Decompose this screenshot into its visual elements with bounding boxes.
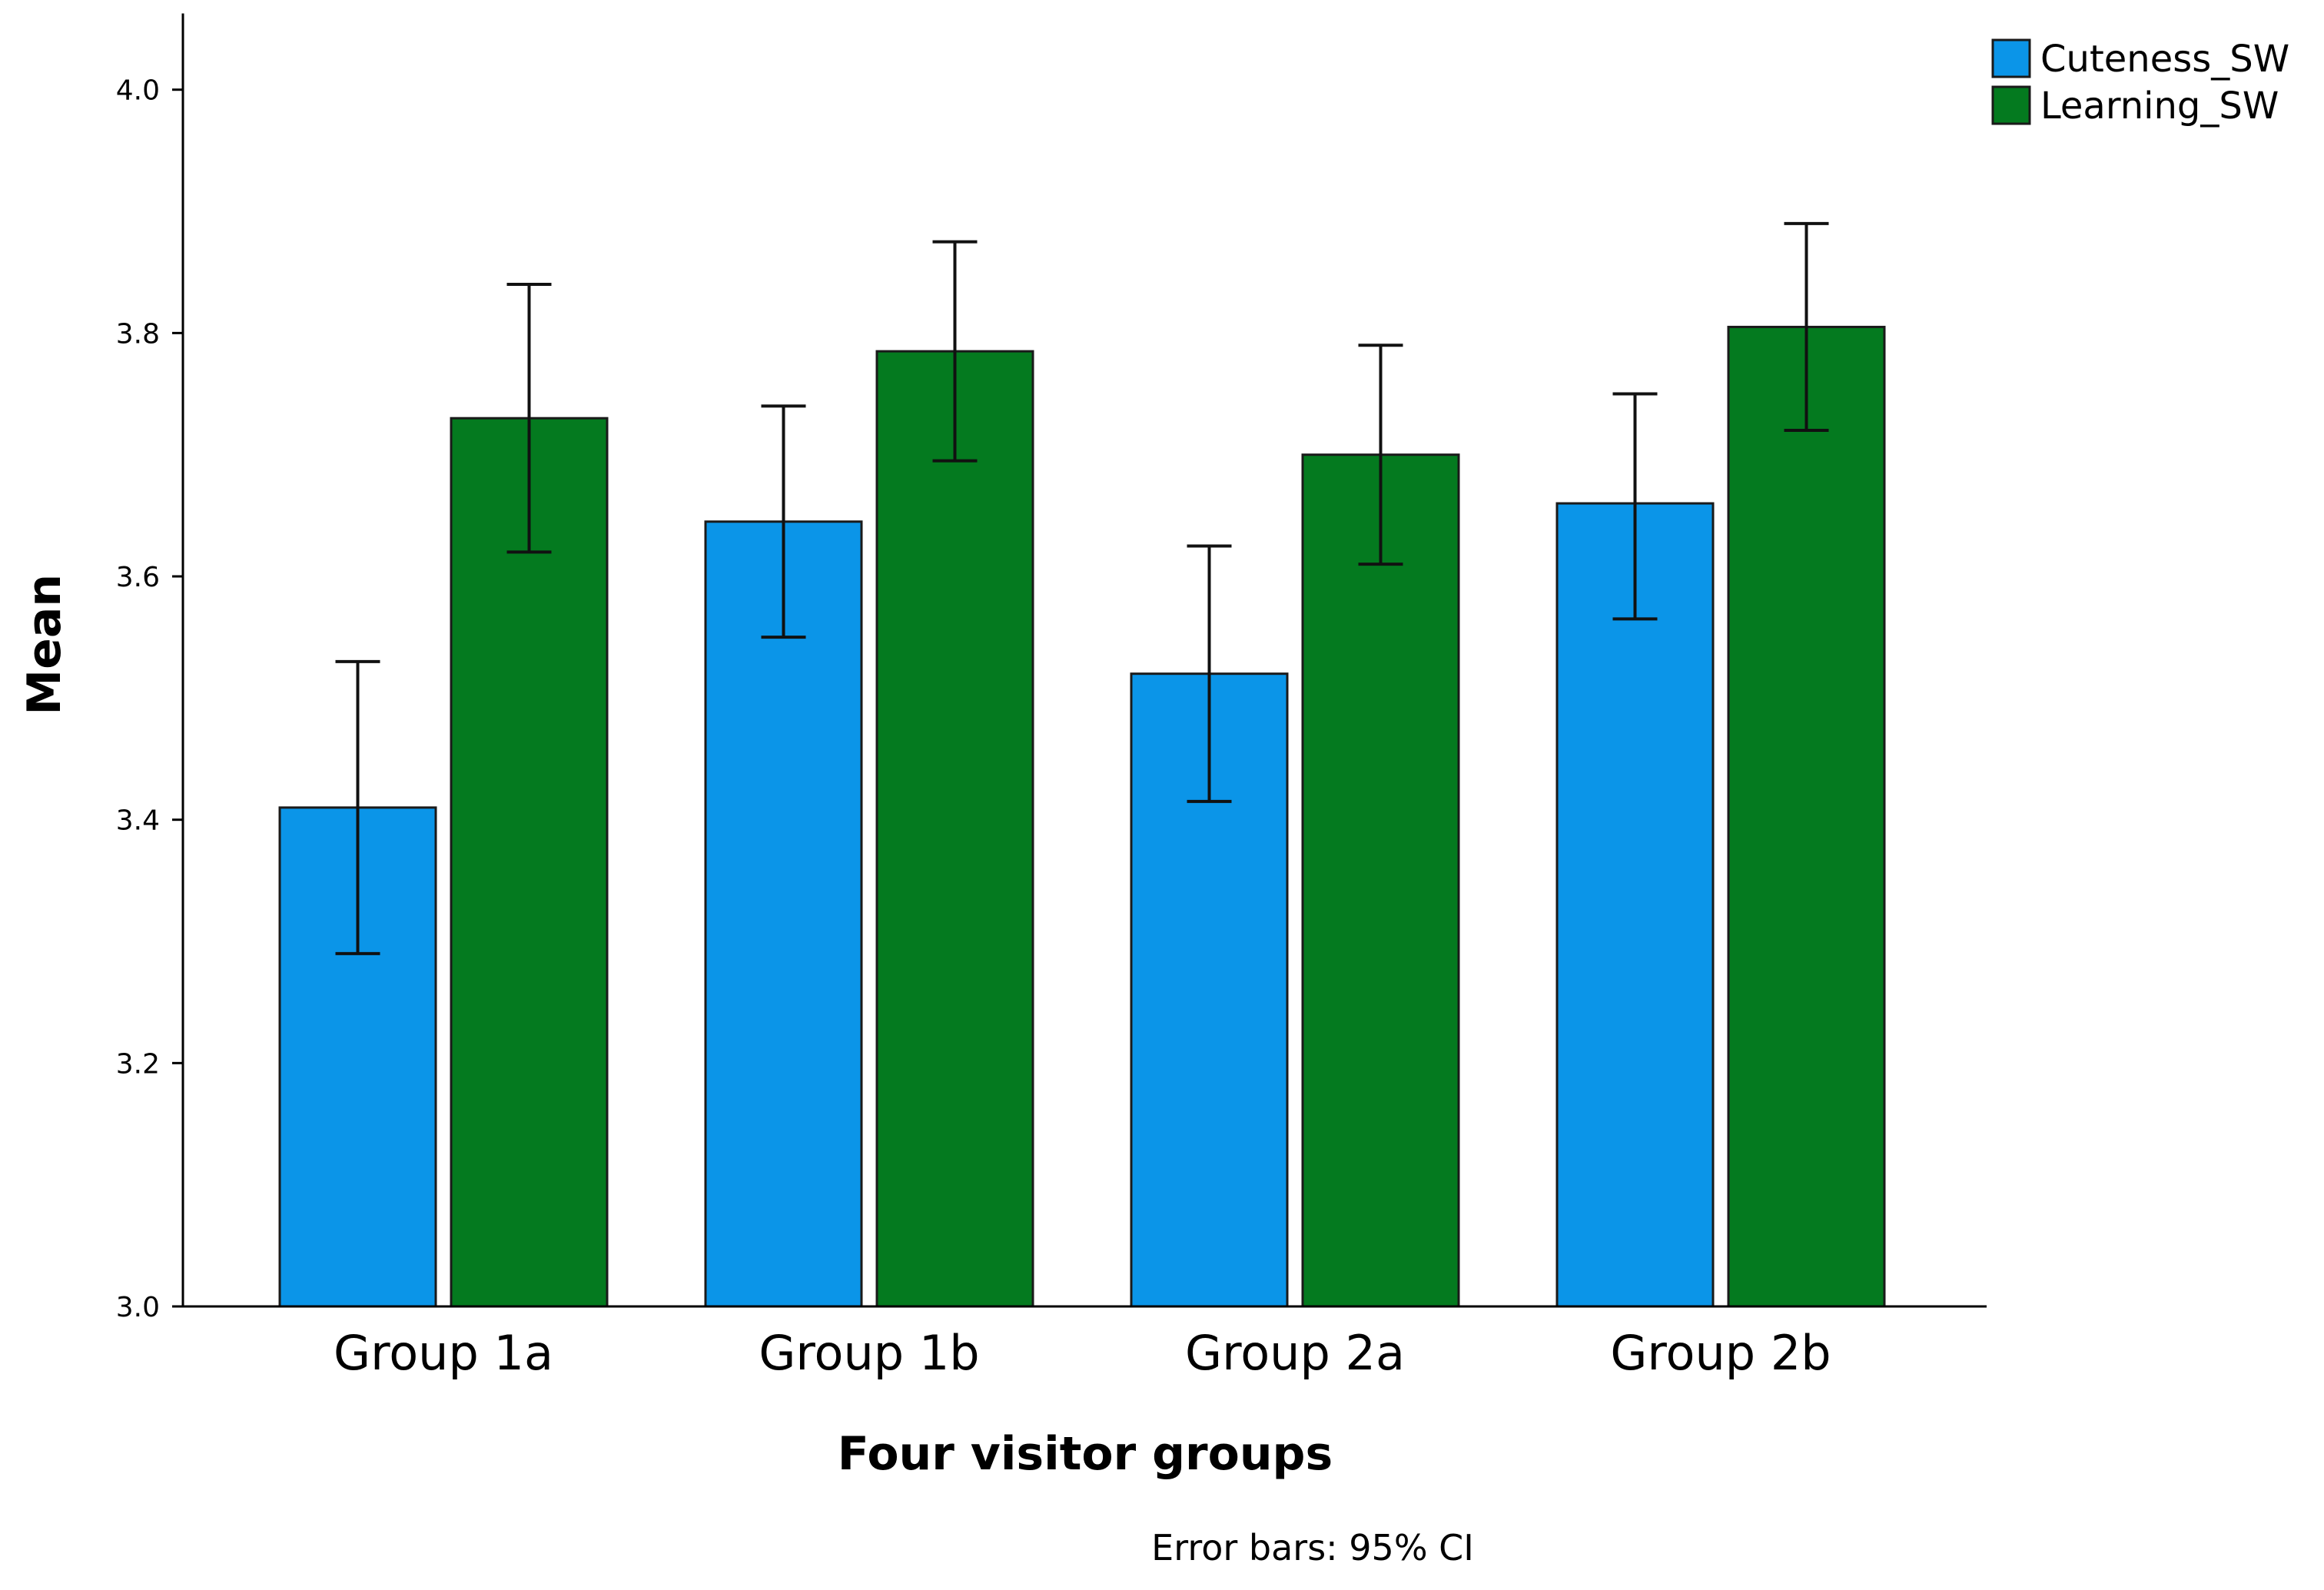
error-bar-learning-sw-2 — [932, 240, 978, 463]
bar-cuteness-sw-2 — [704, 520, 863, 1308]
x-category-label: Group 1a — [334, 1325, 553, 1381]
x-category-label: Group 2b — [1610, 1325, 1831, 1381]
error-bars-layer — [335, 221, 1829, 955]
y-tick-label: 3.2 — [116, 1048, 160, 1080]
y-tick-label: 3.6 — [116, 562, 160, 593]
error-bar-learning-sw-4 — [1784, 221, 1829, 433]
y-tick-label: 3.8 — [116, 318, 160, 350]
error-bars-note: Error bars: 95% CI — [1151, 1527, 1474, 1568]
bar-learning-sw-2 — [875, 350, 1034, 1308]
bar-learning-sw-4 — [1727, 325, 1886, 1308]
axes-layer — [181, 13, 1987, 1308]
y-ticks: 3.0 3.2 3.4 3.6 3.8 4.0 — [116, 75, 183, 1323]
bar-learning-sw-1 — [450, 417, 609, 1308]
bar-learning-sw-3 — [1301, 453, 1460, 1308]
legend: Cuteness_SW Learning_SW — [1991, 38, 2289, 128]
y-axis-title: Mean — [18, 574, 71, 715]
error-bar-cuteness-sw-1 — [335, 659, 380, 955]
y-tick-label: 3.4 — [116, 805, 160, 837]
error-bar-cuteness-sw-3 — [1187, 544, 1232, 803]
bars-layer — [278, 325, 1886, 1308]
legend-swatch-learning — [1991, 85, 2031, 125]
legend-label-cuteness: Cuteness_SW — [2040, 38, 2289, 81]
error-bar-learning-sw-1 — [506, 283, 552, 554]
error-bar-learning-sw-3 — [1358, 344, 1403, 566]
bar-cuteness-sw-4 — [1555, 502, 1715, 1308]
x-category-label: Group 1b — [759, 1325, 979, 1381]
x-category-label: Group 2a — [1185, 1325, 1405, 1381]
legend-swatch-cuteness — [1991, 38, 2031, 78]
error-bar-cuteness-sw-4 — [1612, 392, 1658, 621]
x-axis-title: Four visitor groups — [838, 1427, 1333, 1481]
error-bar-cuteness-sw-2 — [761, 404, 806, 639]
y-tick-label: 3.0 — [116, 1292, 160, 1323]
y-tick-label: 4.0 — [116, 75, 160, 107]
x-category-labels: Group 1a Group 1b Group 2a Group 2b — [334, 1325, 1831, 1381]
legend-label-learning: Learning_SW — [2040, 85, 2279, 128]
